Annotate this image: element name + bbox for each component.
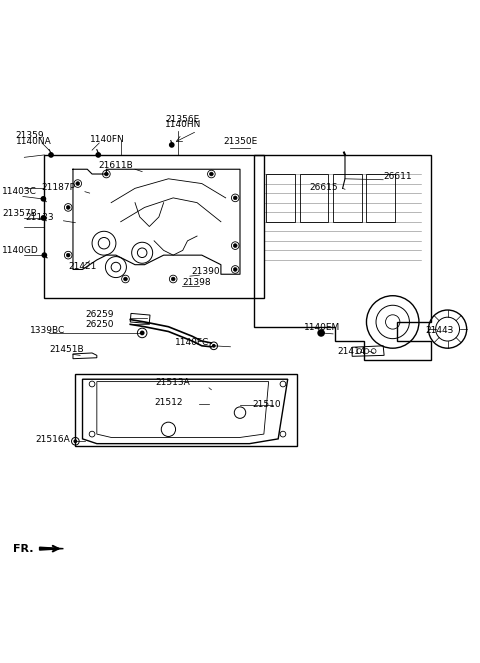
Text: 21357B: 21357B bbox=[2, 209, 37, 218]
Circle shape bbox=[317, 329, 325, 337]
Text: 21187P: 21187P bbox=[41, 183, 75, 192]
Text: 21443: 21443 bbox=[425, 326, 454, 335]
Text: 21398: 21398 bbox=[183, 278, 211, 286]
Text: 11403C: 11403C bbox=[2, 187, 37, 196]
Bar bbox=[266, 174, 295, 221]
Circle shape bbox=[96, 152, 101, 158]
Circle shape bbox=[233, 268, 237, 271]
Text: 21390: 21390 bbox=[192, 267, 220, 276]
Circle shape bbox=[73, 440, 77, 443]
Text: 1140FN: 1140FN bbox=[90, 135, 124, 144]
Text: 21414: 21414 bbox=[338, 347, 366, 357]
Bar bbox=[333, 174, 362, 221]
Text: 21516A: 21516A bbox=[36, 435, 71, 444]
Circle shape bbox=[171, 277, 175, 281]
Circle shape bbox=[169, 142, 175, 148]
Circle shape bbox=[41, 253, 47, 258]
Text: 21350E: 21350E bbox=[223, 137, 258, 146]
Circle shape bbox=[76, 182, 80, 186]
Circle shape bbox=[40, 215, 46, 221]
Circle shape bbox=[212, 344, 216, 347]
Text: 21611B: 21611B bbox=[98, 161, 132, 170]
Circle shape bbox=[66, 206, 70, 210]
Text: 1140EM: 1140EM bbox=[304, 323, 341, 332]
Circle shape bbox=[209, 172, 213, 176]
Bar bbox=[75, 375, 297, 446]
Text: FR.: FR. bbox=[13, 544, 34, 554]
Text: 1140GD: 1140GD bbox=[2, 246, 39, 255]
Circle shape bbox=[233, 196, 237, 200]
Text: 21133: 21133 bbox=[25, 213, 54, 222]
Text: 26250: 26250 bbox=[85, 320, 113, 329]
Circle shape bbox=[48, 152, 54, 158]
Circle shape bbox=[140, 331, 144, 335]
Text: 1140HN: 1140HN bbox=[165, 120, 201, 129]
Text: 21513A: 21513A bbox=[155, 379, 190, 387]
Text: 21359: 21359 bbox=[16, 131, 44, 141]
Circle shape bbox=[66, 253, 70, 257]
Bar bbox=[130, 314, 150, 324]
Text: 26611: 26611 bbox=[383, 172, 412, 181]
Text: 21421: 21421 bbox=[68, 263, 96, 271]
Text: 1140NA: 1140NA bbox=[16, 137, 51, 146]
Bar bbox=[366, 174, 395, 221]
Circle shape bbox=[233, 244, 237, 247]
Circle shape bbox=[123, 277, 127, 281]
Text: 21510: 21510 bbox=[252, 400, 280, 409]
Text: 21451B: 21451B bbox=[49, 345, 84, 353]
Polygon shape bbox=[39, 547, 63, 550]
Text: 21512: 21512 bbox=[154, 398, 183, 406]
Text: 21356E: 21356E bbox=[166, 115, 200, 123]
Text: 1140FC: 1140FC bbox=[175, 338, 209, 347]
Bar bbox=[300, 174, 328, 221]
Text: 26259: 26259 bbox=[85, 310, 113, 319]
Text: 26615: 26615 bbox=[309, 183, 338, 192]
Text: 1339BC: 1339BC bbox=[30, 326, 65, 335]
Circle shape bbox=[40, 196, 46, 202]
Circle shape bbox=[105, 172, 108, 176]
